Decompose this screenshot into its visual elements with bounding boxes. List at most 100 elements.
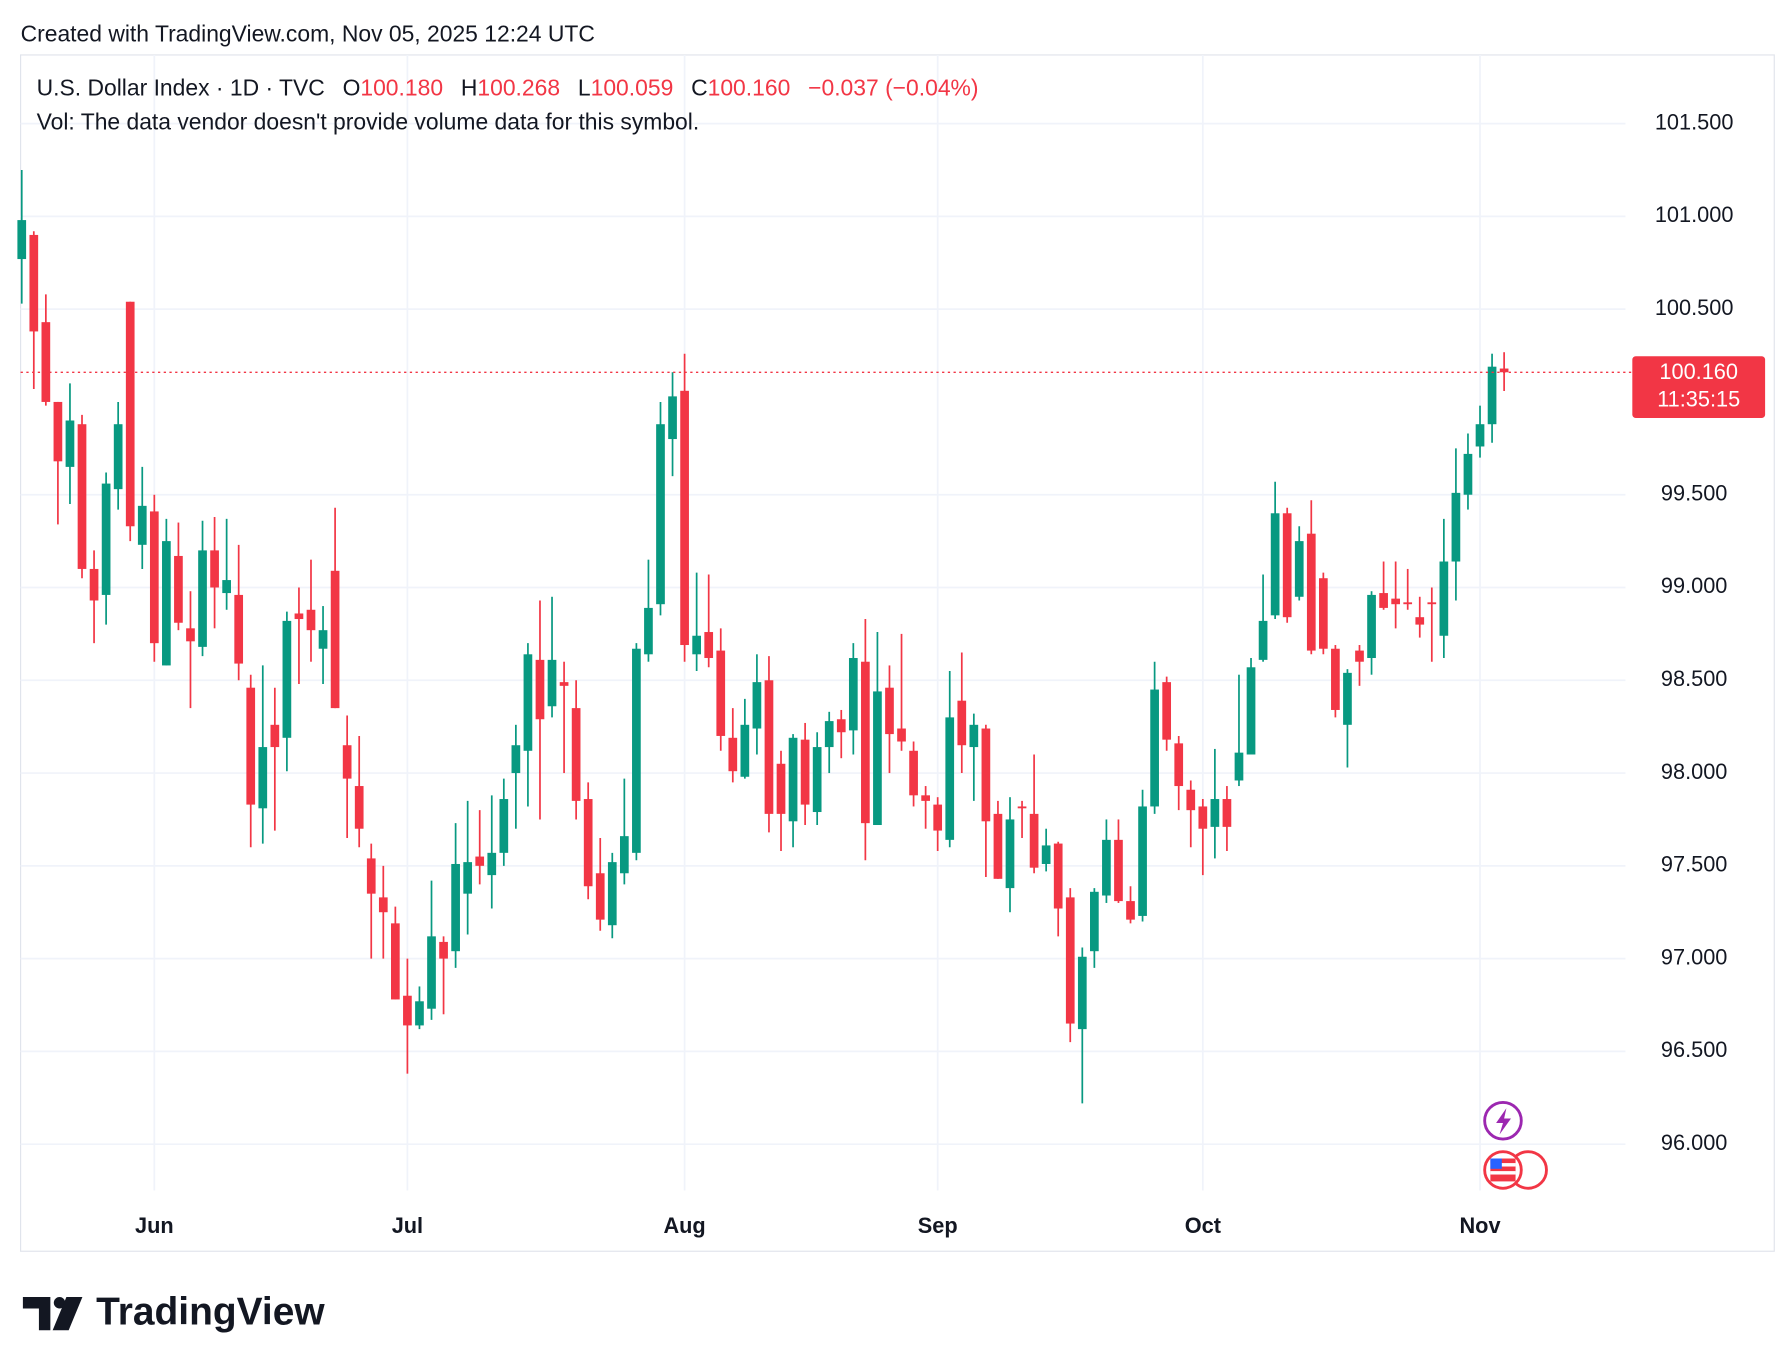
candle-body xyxy=(776,763,786,814)
candle-body xyxy=(1077,956,1087,1030)
candle-body xyxy=(1234,752,1244,781)
candle-body xyxy=(1210,799,1220,827)
candle-body xyxy=(571,708,581,801)
candle-body xyxy=(234,594,244,664)
event-icons xyxy=(1483,1100,1548,1190)
symbol: U.S. Dollar Index · 1D · TVC xyxy=(37,74,325,100)
candle-body xyxy=(1270,513,1280,616)
candle-body xyxy=(125,301,135,527)
candle-body xyxy=(41,322,51,402)
candle-body xyxy=(1403,602,1413,605)
logo: TradingView xyxy=(22,1290,325,1333)
candle-body xyxy=(1126,901,1135,920)
candle-body xyxy=(1499,368,1509,373)
logo-mark xyxy=(22,1297,51,1331)
candle-body xyxy=(945,717,955,840)
candle-body xyxy=(644,607,653,655)
candle-body xyxy=(1318,578,1328,649)
candle-body xyxy=(415,1001,424,1026)
candle-body xyxy=(933,804,943,831)
candle-body xyxy=(788,737,798,822)
candle-body xyxy=(1306,533,1316,651)
candle-body xyxy=(559,682,569,686)
candle-body xyxy=(656,424,665,605)
candle-body xyxy=(1487,366,1497,425)
candle-body xyxy=(1186,789,1196,811)
candle-body xyxy=(909,750,918,796)
candle-body xyxy=(595,873,605,920)
candle-body xyxy=(330,570,340,709)
ohlc-label: H xyxy=(461,74,478,100)
candle-body xyxy=(885,687,894,735)
y-tick-label: 96.500 xyxy=(1661,1037,1727,1062)
ohlc-label: C xyxy=(691,74,708,100)
candle-body xyxy=(692,635,701,655)
candle-body xyxy=(848,658,858,731)
candle-body xyxy=(1282,513,1292,618)
candle-body xyxy=(186,628,195,642)
volume-note: Vol: The data vendor doesn't provide vol… xyxy=(37,109,700,135)
price-label-box xyxy=(1632,356,1766,419)
y-tick-label: 98.500 xyxy=(1661,666,1727,691)
candle-body xyxy=(1451,492,1461,562)
ohlc-value: 100.268 xyxy=(477,74,560,100)
candle-body xyxy=(921,795,930,801)
candle-body xyxy=(873,691,882,826)
logo-mark xyxy=(52,1297,83,1331)
y-tick-label: 96.000 xyxy=(1661,1130,1727,1155)
y-tick-label: 101.000 xyxy=(1655,202,1734,227)
candle-body xyxy=(1246,667,1256,755)
brand: TradingView xyxy=(96,1290,325,1333)
candle-body xyxy=(1294,541,1304,597)
candle-body xyxy=(861,661,870,824)
credit: Created with TradingView.com, Nov 05, 20… xyxy=(21,21,595,47)
candle-body xyxy=(101,483,111,595)
candle-body xyxy=(1222,799,1232,827)
candle-body xyxy=(29,234,39,332)
candle-body xyxy=(210,550,219,588)
candle-body xyxy=(764,680,774,814)
candle-body xyxy=(198,550,207,647)
candle-body xyxy=(1415,617,1425,625)
y-tick-label: 97.500 xyxy=(1661,852,1727,877)
candle-body xyxy=(451,863,460,952)
candle-body xyxy=(222,580,231,594)
change: −0.037 (−0.04%) xyxy=(808,74,978,100)
candle-body xyxy=(366,858,376,894)
candle-body xyxy=(342,745,352,779)
candle-body xyxy=(149,511,159,644)
candle-body xyxy=(427,936,436,1009)
x-tick-label: Oct xyxy=(1185,1213,1221,1238)
candle-body xyxy=(1331,648,1340,710)
x-tick-label: Nov xyxy=(1459,1213,1500,1238)
candle-body xyxy=(740,724,750,777)
candle-body xyxy=(1090,891,1099,952)
ohlc-value: 100.180 xyxy=(360,74,443,100)
candle-body xyxy=(897,728,906,742)
y-tick-label: 100.500 xyxy=(1655,295,1734,320)
candle-body xyxy=(1065,897,1075,1024)
candle-body xyxy=(487,852,497,876)
candle-body xyxy=(258,747,268,809)
ohlc-label: O xyxy=(343,74,361,100)
candle-body xyxy=(1391,598,1401,605)
candle-body xyxy=(1102,839,1111,896)
candle-body xyxy=(65,420,75,467)
candle-body xyxy=(1463,453,1473,495)
y-tick-label: 101.500 xyxy=(1655,109,1734,134)
candle-body xyxy=(668,396,677,440)
candle-body xyxy=(137,505,147,545)
candle-body xyxy=(1439,561,1449,636)
candle-body xyxy=(282,620,292,738)
candle-body xyxy=(1355,650,1364,662)
candle-body xyxy=(77,424,87,569)
candle-body xyxy=(728,737,738,772)
candles xyxy=(17,169,1509,1104)
logo-mark xyxy=(53,1297,66,1309)
candle-body xyxy=(535,659,545,720)
candle-body xyxy=(1041,845,1051,864)
candle-body xyxy=(89,568,99,601)
candle-body xyxy=(270,724,280,748)
